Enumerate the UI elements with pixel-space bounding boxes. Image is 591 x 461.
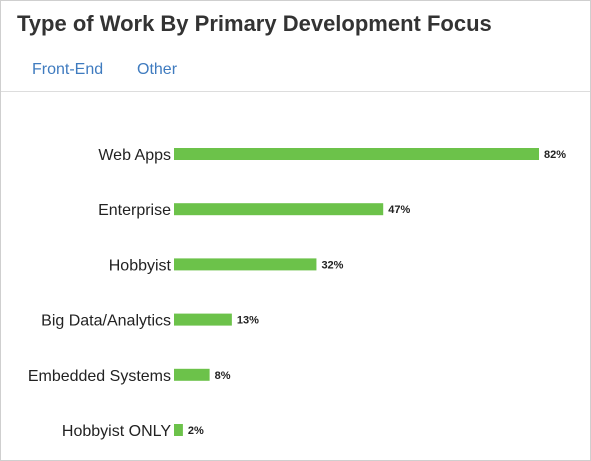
category-label: Enterprise — [98, 202, 171, 219]
category-label: Web Apps — [98, 147, 171, 164]
value-label: 8% — [215, 370, 231, 382]
bar — [174, 148, 539, 160]
tab-other[interactable]: Other — [137, 61, 178, 78]
bar — [174, 313, 232, 326]
bar — [174, 258, 317, 271]
category-label: Big Data/Analytics — [41, 313, 171, 330]
category-label: Hobbyist — [109, 257, 172, 274]
chart-title: Type of Work By Primary Development Focu… — [17, 11, 492, 36]
value-label: 32% — [321, 259, 343, 271]
bar — [174, 203, 384, 216]
value-label: 2% — [188, 425, 204, 437]
category-label: Hobbyist ONLY — [62, 423, 171, 440]
value-label: 13% — [237, 315, 259, 327]
bar — [174, 424, 183, 436]
value-label: 82% — [544, 149, 566, 161]
value-label: 47% — [388, 204, 410, 216]
category-label: Embedded Systems — [28, 368, 171, 385]
bar — [174, 368, 210, 381]
tab-front-end[interactable]: Front-End — [32, 61, 104, 78]
tab-bar: Front-End Other — [1, 59, 590, 92]
